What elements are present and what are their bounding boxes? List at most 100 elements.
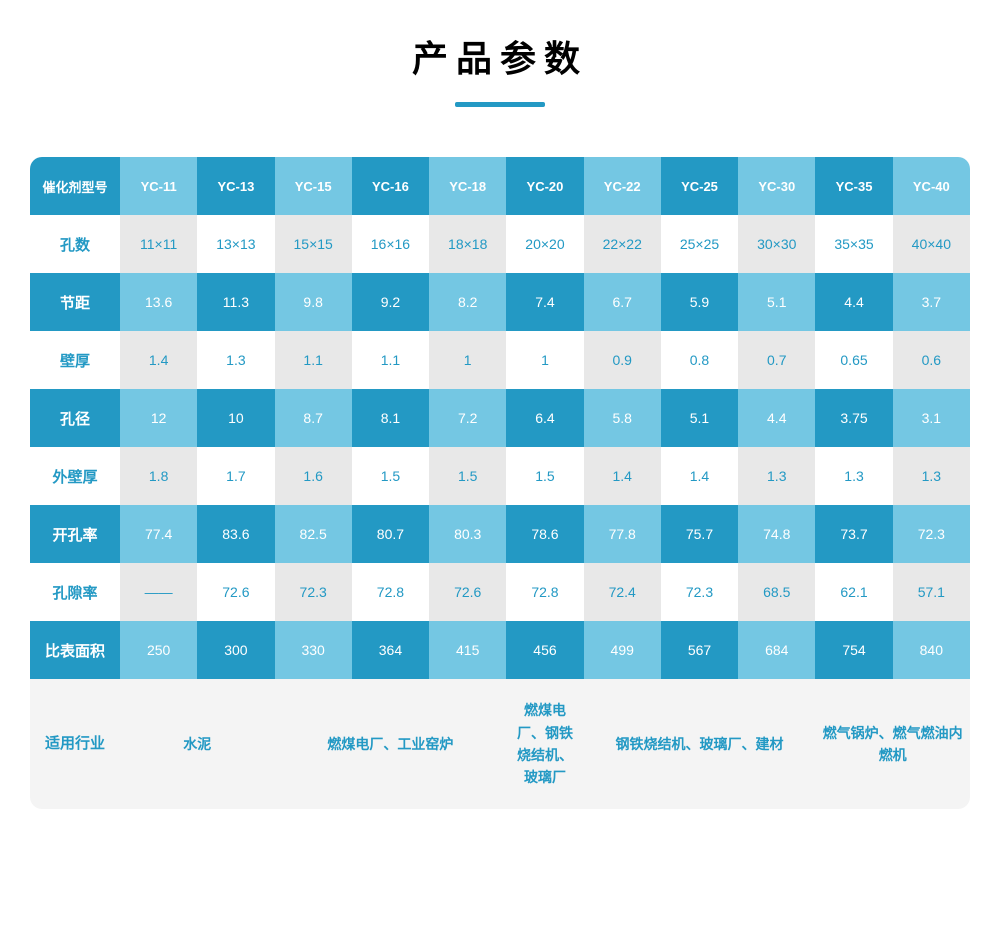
cell-wall: 1 [429, 331, 506, 389]
cell-porosity: 72.6 [197, 563, 274, 621]
cell-diameter: 8.1 [352, 389, 429, 447]
industry-cell: 燃煤电厂、工业窑炉 [275, 679, 507, 809]
row-header-industry: 适用行业 [30, 679, 120, 809]
cell-diameter: 12 [120, 389, 197, 447]
cell-diameter: 7.2 [429, 389, 506, 447]
cell-surface: 499 [584, 621, 661, 679]
cell-pitch: 8.2 [429, 273, 506, 331]
cell-surface: 330 [275, 621, 352, 679]
cell-pitch: 11.3 [197, 273, 274, 331]
cell-wall: 0.8 [661, 331, 738, 389]
cell-outer_wall: 1.3 [815, 447, 892, 505]
cell-hole_count: 13×13 [197, 215, 274, 273]
model-header: YC-40 [893, 157, 970, 215]
cell-outer_wall: 1.5 [429, 447, 506, 505]
cell-wall: 1.1 [275, 331, 352, 389]
model-header: YC-16 [352, 157, 429, 215]
cell-pitch: 5.9 [661, 273, 738, 331]
cell-porosity: 72.8 [506, 563, 583, 621]
row-header-hole_count: 孔数 [30, 215, 120, 273]
cell-open_rate: 80.7 [352, 505, 429, 563]
row-header-outer_wall: 外壁厚 [30, 447, 120, 505]
cell-open_rate: 83.6 [197, 505, 274, 563]
cell-open_rate: 72.3 [893, 505, 970, 563]
page-title: 产品参数 [0, 30, 1000, 82]
cell-hole_count: 25×25 [661, 215, 738, 273]
spec-table: 催化剂型号YC-11YC-13YC-15YC-16YC-18YC-20YC-22… [30, 157, 970, 809]
model-header: YC-22 [584, 157, 661, 215]
cell-surface: 250 [120, 621, 197, 679]
row-header-open_rate: 开孔率 [30, 505, 120, 563]
row-header-wall: 壁厚 [30, 331, 120, 389]
model-header: YC-15 [275, 157, 352, 215]
row-header-porosity: 孔隙率 [30, 563, 120, 621]
cell-wall: 1.1 [352, 331, 429, 389]
cell-outer_wall: 1.3 [738, 447, 815, 505]
cell-hole_count: 15×15 [275, 215, 352, 273]
cell-diameter: 5.8 [584, 389, 661, 447]
cell-open_rate: 73.7 [815, 505, 892, 563]
cell-porosity: 72.3 [275, 563, 352, 621]
cell-pitch: 4.4 [815, 273, 892, 331]
cell-wall: 1.3 [197, 331, 274, 389]
cell-porosity: 72.8 [352, 563, 429, 621]
cell-hole_count: 35×35 [815, 215, 892, 273]
cell-surface: 415 [429, 621, 506, 679]
model-header: YC-20 [506, 157, 583, 215]
cell-wall: 0.9 [584, 331, 661, 389]
row-header-surface: 比表面积 [30, 621, 120, 679]
cell-outer_wall: 1.7 [197, 447, 274, 505]
cell-hole_count: 20×20 [506, 215, 583, 273]
cell-porosity: 68.5 [738, 563, 815, 621]
cell-open_rate: 80.3 [429, 505, 506, 563]
cell-diameter: 5.1 [661, 389, 738, 447]
cell-pitch: 13.6 [120, 273, 197, 331]
model-header: YC-35 [815, 157, 892, 215]
row-header-model: 催化剂型号 [30, 157, 120, 215]
title-underline [455, 102, 545, 107]
cell-surface: 684 [738, 621, 815, 679]
cell-diameter: 4.4 [738, 389, 815, 447]
cell-outer_wall: 1.8 [120, 447, 197, 505]
cell-pitch: 3.7 [893, 273, 970, 331]
cell-hole_count: 40×40 [893, 215, 970, 273]
cell-outer_wall: 1.4 [584, 447, 661, 505]
cell-surface: 567 [661, 621, 738, 679]
cell-diameter: 8.7 [275, 389, 352, 447]
cell-wall: 0.7 [738, 331, 815, 389]
cell-diameter: 3.1 [893, 389, 970, 447]
cell-porosity: 72.3 [661, 563, 738, 621]
cell-wall: 1 [506, 331, 583, 389]
cell-porosity: —— [120, 563, 197, 621]
industry-cell: 水泥 [120, 679, 275, 809]
cell-surface: 840 [893, 621, 970, 679]
cell-pitch: 6.7 [584, 273, 661, 331]
cell-porosity: 57.1 [893, 563, 970, 621]
cell-diameter: 3.75 [815, 389, 892, 447]
cell-wall: 0.65 [815, 331, 892, 389]
cell-hole_count: 11×11 [120, 215, 197, 273]
cell-outer_wall: 1.5 [352, 447, 429, 505]
cell-surface: 456 [506, 621, 583, 679]
cell-open_rate: 82.5 [275, 505, 352, 563]
model-header: YC-18 [429, 157, 506, 215]
cell-outer_wall: 1.3 [893, 447, 970, 505]
spec-table-wrap: 催化剂型号YC-11YC-13YC-15YC-16YC-18YC-20YC-22… [30, 157, 970, 809]
model-header: YC-13 [197, 157, 274, 215]
cell-pitch: 5.1 [738, 273, 815, 331]
cell-open_rate: 74.8 [738, 505, 815, 563]
cell-open_rate: 77.4 [120, 505, 197, 563]
cell-hole_count: 16×16 [352, 215, 429, 273]
cell-open_rate: 78.6 [506, 505, 583, 563]
cell-surface: 754 [815, 621, 892, 679]
cell-outer_wall: 1.6 [275, 447, 352, 505]
industry-cell: 燃气锅炉、燃气燃油内燃机 [815, 679, 970, 809]
cell-hole_count: 30×30 [738, 215, 815, 273]
cell-outer_wall: 1.5 [506, 447, 583, 505]
model-header: YC-25 [661, 157, 738, 215]
cell-pitch: 9.2 [352, 273, 429, 331]
cell-outer_wall: 1.4 [661, 447, 738, 505]
cell-hole_count: 22×22 [584, 215, 661, 273]
cell-porosity: 72.4 [584, 563, 661, 621]
cell-diameter: 10 [197, 389, 274, 447]
